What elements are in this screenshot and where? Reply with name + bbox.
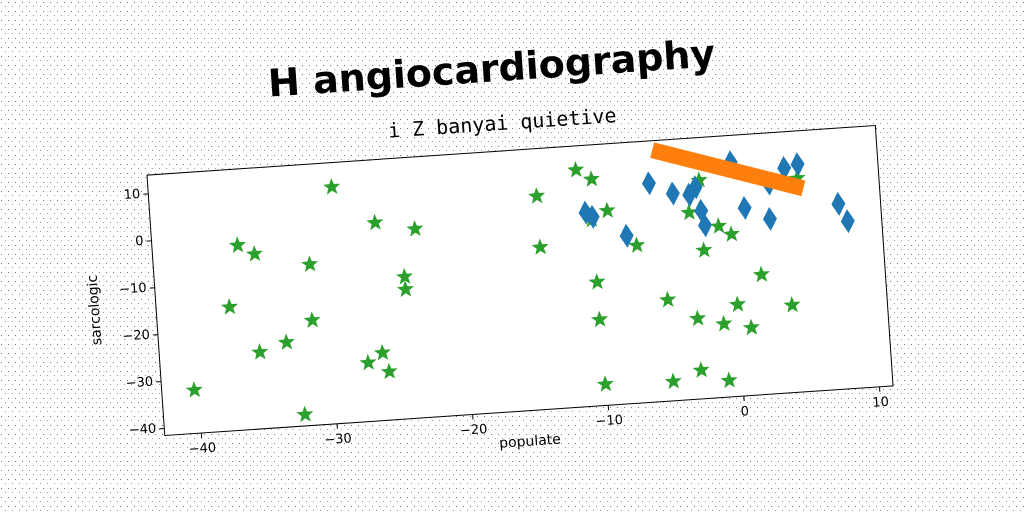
- star-marker: [598, 201, 616, 219]
- y-tick-label: −40: [128, 422, 156, 439]
- star-marker: [406, 220, 424, 237]
- diamond-marker: [665, 181, 680, 206]
- star-marker: [720, 371, 738, 389]
- star-marker: [728, 295, 746, 313]
- star-marker: [380, 362, 398, 380]
- x-axis-label: populate: [499, 432, 562, 452]
- star-marker: [396, 280, 414, 298]
- star-marker: [628, 236, 646, 254]
- line-series: [650, 142, 806, 197]
- diamond-marker: [585, 204, 600, 229]
- star-marker: [709, 217, 727, 234]
- y-tick-label: 0: [135, 234, 144, 250]
- star-marker: [588, 273, 606, 290]
- x-tick-label: −30: [324, 431, 352, 448]
- star-marker: [659, 290, 677, 308]
- star-marker: [752, 265, 770, 283]
- x-tick-label: −20: [460, 422, 488, 439]
- star-marker: [228, 236, 246, 253]
- x-tick-label: −10: [595, 413, 623, 430]
- star-marker: [742, 318, 760, 336]
- star-marker: [185, 381, 203, 398]
- star-marker: [783, 296, 801, 313]
- plot-area: [146, 124, 894, 437]
- star-marker: [296, 405, 314, 423]
- star-marker: [688, 309, 707, 327]
- x-tick-label: 0: [740, 404, 749, 420]
- star-marker: [567, 160, 585, 178]
- star-marker: [303, 311, 321, 328]
- star-marker: [690, 171, 708, 189]
- diamond-marker: [790, 152, 805, 177]
- star-marker: [323, 178, 341, 195]
- diamond-marker: [840, 209, 855, 234]
- star-marker: [680, 203, 698, 221]
- y-tick-label: −30: [125, 375, 153, 392]
- star-marker: [531, 238, 549, 255]
- diamond-marker: [831, 191, 846, 216]
- star-marker: [722, 225, 740, 242]
- star-marker: [373, 343, 391, 361]
- star-marker: [366, 213, 384, 231]
- diamond-marker: [777, 156, 792, 180]
- diamond-marker: [688, 175, 703, 200]
- y-axis-label: sarcologic: [85, 274, 106, 345]
- star-marker: [596, 375, 614, 392]
- star-marker: [301, 255, 319, 273]
- y-tick-label: −20: [122, 328, 150, 345]
- diamond-marker: [737, 195, 752, 220]
- star-marker: [695, 241, 713, 258]
- star-marker: [715, 314, 733, 332]
- y-tick-label: −10: [119, 281, 147, 298]
- star-marker: [664, 372, 682, 390]
- star-marker: [277, 333, 295, 350]
- x-tick-label: −40: [188, 441, 216, 458]
- y-tick-label: 10: [123, 187, 141, 203]
- star-marker: [528, 187, 546, 204]
- star-marker: [251, 343, 269, 360]
- diamond-marker: [762, 206, 777, 231]
- star-marker: [220, 298, 238, 315]
- star-marker: [395, 267, 414, 285]
- diamond-marker: [619, 223, 634, 248]
- star-marker: [582, 170, 600, 187]
- star-marker: [359, 353, 377, 371]
- diamond-marker: [642, 171, 656, 196]
- star-marker: [692, 361, 710, 378]
- diamond-marker: [682, 182, 697, 207]
- star-marker: [590, 310, 609, 328]
- x-tick-label: 10: [872, 395, 890, 411]
- diamond-marker: [697, 213, 712, 238]
- star-marker: [245, 245, 263, 262]
